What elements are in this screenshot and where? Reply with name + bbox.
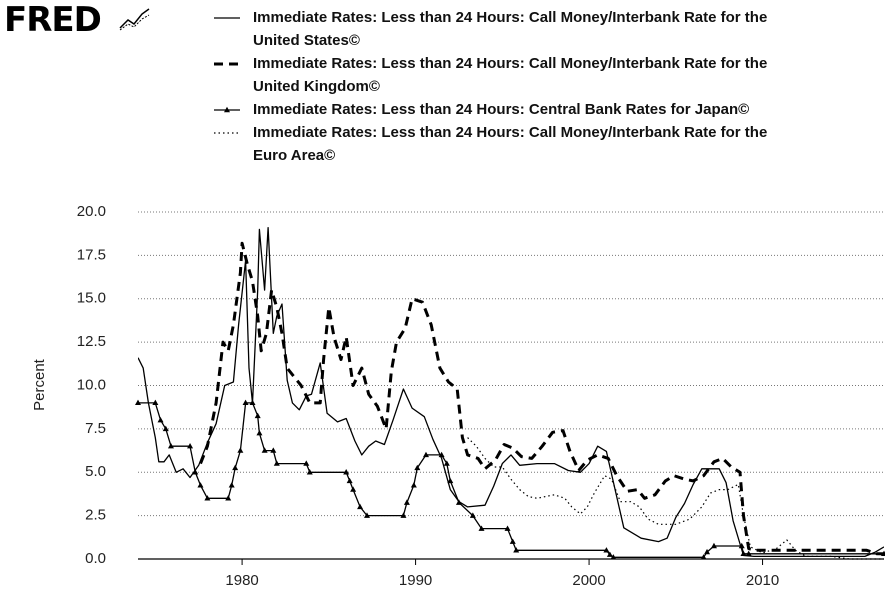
series-marker [745,550,752,556]
series-marker [610,554,617,560]
series-marker [881,550,885,556]
x-tick-label: 2000 [572,572,605,589]
series-marker [469,512,476,518]
series-marker [447,477,454,484]
series-marker [504,525,511,531]
legend: Immediate Rates: Less than 24 Hours: Cal… [212,6,793,167]
series-marker [704,548,711,555]
y-tick-label: 2.5 [85,507,106,524]
series-marker [197,482,204,488]
legend-entry: Immediate Rates: Less than 24 Hours: Cal… [212,6,793,52]
y-tick-label: 20.0 [77,203,106,220]
series-marker [242,399,249,406]
y-tick-label: 15.0 [77,290,106,307]
legend-entry: Immediate Rates: Less than 24 Hours: Cal… [212,121,793,167]
y-tick-label: 17.5 [77,246,106,263]
series-marker [237,447,244,453]
series-marker [455,499,462,505]
y-tick-label: 0.0 [85,550,106,567]
series-marker [187,443,194,449]
series-marker [350,486,357,492]
legend-swatch [214,106,240,113]
legend-swatch [214,17,240,19]
series-marker [357,503,364,510]
series-marker [303,460,310,466]
x-tick-label: 2010 [746,572,779,589]
series-marker [254,412,261,419]
series-line [138,226,884,558]
series-marker [478,525,485,531]
legend-label: Immediate Rates: Less than 24 Hours: Cal… [253,55,768,95]
series-marker [509,538,516,544]
logo-icon [119,8,150,31]
legend-entry: Immediate Rates: Less than 24 Hours: Cen… [212,98,793,121]
series-marker [710,542,717,549]
y-tick-label: 5.0 [85,463,106,480]
x-tick-label: 1990 [399,572,432,589]
series-marker [306,469,313,475]
y-tick-label: 12.5 [77,333,106,350]
series-marker [261,447,268,453]
series-marker [738,542,745,549]
series-marker [256,430,263,436]
y-tick-label: 10.0 [77,376,106,393]
series-marker [228,482,235,488]
legend-swatch [214,132,240,134]
series-marker [204,495,211,501]
series-marker [422,451,429,458]
series-marker [700,554,707,560]
legend-swatch [214,62,240,66]
legend-entry: Immediate Rates: Less than 24 Hours: Cal… [212,52,793,98]
series-marker [410,482,417,488]
series-marker [192,469,199,475]
series-marker [443,460,450,466]
y-axis-label: Percent [31,358,48,411]
series-marker [157,417,164,423]
series-line [467,437,884,560]
series-marker [606,551,613,557]
legend-marker [224,106,230,113]
series-marker [343,469,350,475]
series-marker [438,451,445,458]
series-marker [740,550,747,556]
series-line [199,241,884,556]
y-tick-label: 7.5 [85,420,106,437]
legend-label: Immediate Rates: Less than 24 Hours: Cen… [253,101,750,118]
series-marker [162,425,169,432]
legend-label: Immediate Rates: Less than 24 Hours: Cal… [253,9,768,49]
legend-label: Immediate Rates: Less than 24 Hours: Cal… [253,124,768,164]
series-marker [273,460,280,466]
series-marker [152,399,159,406]
series-marker [400,512,407,518]
series-marker [513,547,520,553]
series-marker [270,447,277,453]
series-marker [403,499,410,505]
x-tick-label: 1980 [225,572,258,589]
series-marker [232,464,239,471]
series-marker [167,443,174,449]
logo: FRED [4,0,102,40]
series-marker [414,464,421,471]
series-marker [135,399,141,406]
series-marker [364,512,371,518]
series-marker [249,399,256,406]
series-marker [603,547,610,553]
series-marker [346,477,353,484]
series-marker [225,495,232,501]
